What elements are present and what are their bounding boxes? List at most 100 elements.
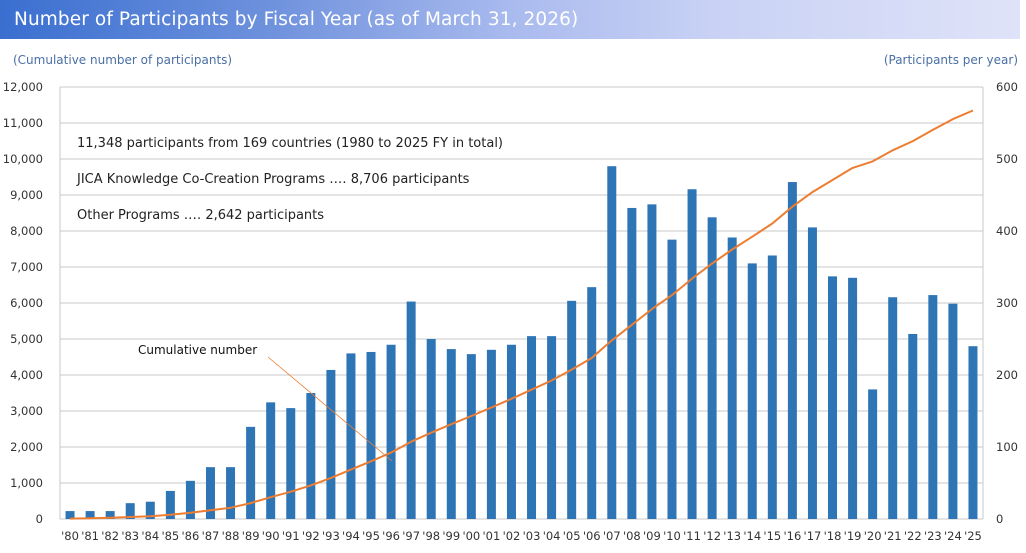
x-tick-label: '12 — [703, 529, 721, 543]
x-tick-label: '84 — [141, 529, 159, 543]
legend-other: Other Programs ․․․․ 2,642 participants — [77, 208, 324, 223]
bar-88 — [226, 467, 236, 519]
gridlines — [59, 86, 984, 520]
bar-89 — [246, 426, 256, 519]
cumulative-label: Cumulative number — [138, 343, 257, 357]
x-tick-label: '03 — [523, 529, 541, 543]
right-tick-label: 200 — [996, 368, 1018, 382]
legend-box: 11,348 participants from 169 countries (… — [76, 136, 503, 223]
x-tick-label: '10 — [663, 529, 681, 543]
x-tick-label: '00 — [462, 529, 480, 543]
cumulative-annotation: Cumulative number — [138, 343, 393, 462]
bar-84 — [145, 501, 155, 519]
bar-05 — [567, 300, 577, 519]
x-tick-label: '80 — [61, 529, 79, 543]
bar-20 — [868, 389, 878, 519]
left-axis-ticks: 0 1,000 2,000 3,000 4,000 5,000 6,000 7,000 8,00… — [3, 80, 43, 526]
right-tick-label: 400 — [996, 224, 1018, 238]
x-tick-label: '85 — [161, 529, 179, 543]
bar-01 — [486, 349, 496, 519]
x-tick-label: '87 — [202, 529, 220, 543]
left-tick-label: 6,000 — [10, 296, 43, 310]
x-tick-label: '17 — [804, 529, 822, 543]
bar-00 — [466, 354, 476, 519]
left-tick-label: 1,000 — [10, 476, 43, 490]
bar-06 — [587, 287, 597, 519]
x-tick-label: '23 — [924, 529, 942, 543]
chart-title: Number of Participants by Fiscal Year (a… — [14, 9, 579, 30]
left-tick-label: 7,000 — [10, 260, 43, 274]
left-tick-label: 12,000 — [3, 80, 43, 94]
bar-25 — [968, 346, 978, 519]
bar-90 — [266, 402, 276, 519]
x-tick-label: '82 — [101, 529, 119, 543]
bar-98 — [426, 339, 436, 519]
x-tick-label: '83 — [121, 529, 139, 543]
bar-15 — [767, 255, 777, 520]
right-tick-label: 600 — [996, 80, 1018, 94]
bar-93 — [326, 369, 336, 519]
bar-87 — [205, 467, 215, 519]
x-tick-label: '22 — [904, 529, 922, 543]
left-tick-label: 8,000 — [10, 224, 43, 238]
x-tick-label: '07 — [603, 529, 621, 543]
x-tick-label: '14 — [743, 529, 761, 543]
bar-12 — [707, 217, 717, 519]
bar-24 — [948, 303, 958, 519]
bar-85 — [165, 490, 175, 519]
bar-19 — [848, 277, 858, 519]
x-axis-ticks: '80'81'82'83'84'85'86'87'88'89'90'91'92 '… — [61, 529, 982, 543]
x-tick-label: '91 — [282, 529, 300, 543]
x-tick-label: '90 — [262, 529, 280, 543]
right-tick-label: 300 — [996, 296, 1018, 310]
x-tick-label: '06 — [583, 529, 601, 543]
bar-17 — [807, 227, 817, 519]
x-tick-label: '13 — [723, 529, 741, 543]
left-axis-caption: (Cumulative number of participants) — [13, 53, 233, 67]
x-tick-label: '81 — [81, 529, 99, 543]
x-tick-label: '05 — [563, 529, 581, 543]
left-tick-label: 11,000 — [3, 116, 43, 130]
left-tick-label: 10,000 — [3, 152, 43, 166]
x-tick-label: '99 — [442, 529, 460, 543]
bar-97 — [406, 301, 416, 519]
x-tick-label: '98 — [422, 529, 440, 543]
title-bar: Number of Participants by Fiscal Year (a… — [0, 0, 1020, 39]
x-tick-label: '08 — [623, 529, 641, 543]
x-tick-label: '09 — [643, 529, 661, 543]
left-tick-label: 0 — [36, 512, 43, 526]
bar-09 — [647, 204, 657, 520]
x-tick-label: '96 — [382, 529, 400, 543]
line-series — [69, 109, 974, 520]
bar-81 — [85, 511, 95, 519]
x-tick-label: '15 — [763, 529, 781, 543]
x-tick-label: '19 — [844, 529, 862, 543]
x-tick-label: '25 — [964, 529, 982, 543]
right-axis-ticks: 0 100 200 300 400 500 600 — [996, 80, 1018, 526]
bar-13 — [727, 237, 737, 520]
left-tick-label: 3,000 — [10, 404, 43, 418]
bar-10 — [667, 239, 677, 519]
x-tick-label: '02 — [503, 529, 521, 543]
legend-jica: JICA Knowledge Co-Creation Programs ․․․․… — [76, 172, 470, 187]
x-tick-label: '89 — [242, 529, 260, 543]
x-tick-label: '18 — [824, 529, 842, 543]
bar-16 — [787, 182, 797, 520]
legend-total: 11,348 participants from 169 countries (… — [77, 136, 503, 151]
bar-08 — [627, 207, 637, 519]
left-tick-label: 9,000 — [10, 188, 43, 202]
cumulative-leader-line — [267, 356, 393, 462]
bar-11 — [687, 189, 697, 520]
x-tick-label: '92 — [302, 529, 320, 543]
left-tick-label: 5,000 — [10, 332, 43, 346]
bar-92 — [306, 393, 316, 519]
right-axis-caption: (Participants per year) — [883, 53, 1018, 67]
x-tick-label: '20 — [864, 529, 882, 543]
left-tick-label: 2,000 — [10, 440, 43, 454]
bar-91 — [286, 408, 296, 519]
x-tick-label: '97 — [402, 529, 420, 543]
x-tick-label: '01 — [483, 529, 501, 543]
bar-99 — [446, 349, 456, 519]
right-tick-label: 100 — [996, 440, 1018, 454]
